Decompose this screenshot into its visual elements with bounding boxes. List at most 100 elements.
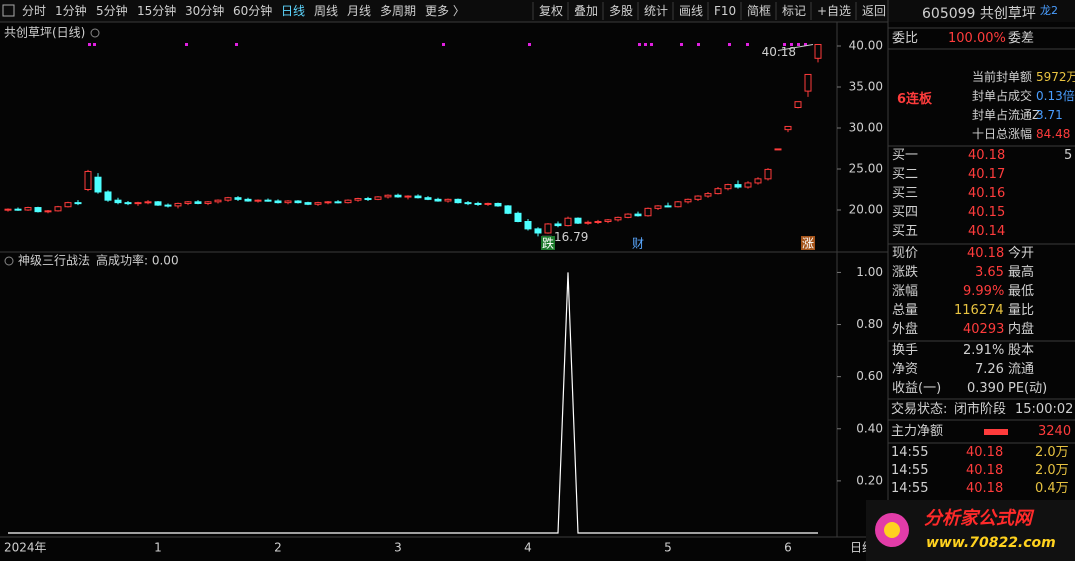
event-dot bbox=[797, 43, 800, 46]
candle-body bbox=[304, 202, 312, 205]
period-tab[interactable]: 月线 bbox=[347, 4, 372, 18]
tool-button[interactable]: 标记 bbox=[782, 4, 807, 18]
tool-button[interactable]: 统计 bbox=[644, 4, 669, 18]
tool-button[interactable]: 叠加 bbox=[574, 4, 599, 18]
value: 0.390 bbox=[967, 381, 1005, 396]
candle-body bbox=[374, 196, 382, 200]
candle-body bbox=[674, 201, 682, 208]
candle-body bbox=[784, 125, 792, 131]
x-tick-label: 3 bbox=[394, 541, 402, 555]
value: 15:00:02 bbox=[1015, 402, 1074, 417]
tool-button[interactable]: 返回 bbox=[862, 4, 887, 18]
value: 9.99% bbox=[963, 284, 1005, 299]
candle-body bbox=[454, 198, 462, 204]
streak: 6连板 bbox=[897, 92, 933, 107]
value: 40.18 bbox=[966, 445, 1004, 460]
value: 7.26 bbox=[975, 362, 1004, 377]
label: 封单占成交 bbox=[972, 89, 1033, 103]
x-tick-label: 4 bbox=[524, 541, 532, 555]
net-bar bbox=[984, 429, 1008, 435]
label: 买三 bbox=[892, 186, 919, 201]
candle-body bbox=[194, 201, 202, 204]
candle-body bbox=[704, 193, 712, 197]
toolbar-bg bbox=[0, 0, 1075, 22]
period-tab[interactable]: 15分钟 bbox=[137, 4, 177, 18]
tool-button[interactable]: 复权 bbox=[539, 4, 564, 18]
event-dot bbox=[790, 43, 793, 46]
candle-body bbox=[24, 207, 32, 211]
chart-title: 共创草坪(日线) bbox=[4, 26, 85, 40]
event-badge bbox=[801, 236, 815, 250]
y-tick-label: 40.00 bbox=[849, 38, 883, 52]
time: 14:55 bbox=[891, 445, 929, 460]
x-tick-label: 2024年 bbox=[4, 541, 47, 555]
menu-icon[interactable] bbox=[2, 4, 15, 17]
value: 闭市阶段 bbox=[954, 402, 1007, 417]
event-dot bbox=[185, 43, 188, 46]
time: 14:55 bbox=[891, 481, 929, 496]
event-dot bbox=[746, 43, 749, 46]
event-dot bbox=[728, 43, 731, 46]
event-dot bbox=[697, 43, 700, 46]
indicator-legend: 高成功率: 0.00 bbox=[96, 253, 179, 268]
max-label: 40.18 bbox=[762, 45, 796, 59]
value: 3.71 bbox=[1036, 108, 1063, 122]
period-tab[interactable]: 30分钟 bbox=[185, 4, 225, 18]
y-tick-label: 20.00 bbox=[849, 203, 883, 217]
candle-body bbox=[804, 73, 812, 92]
y-tick-label: 0.20 bbox=[856, 473, 883, 487]
x-tick-label: 5 bbox=[664, 541, 672, 555]
candle-body bbox=[344, 199, 352, 204]
tool-button[interactable]: 多股 bbox=[609, 4, 634, 18]
event-label: 跌 bbox=[542, 236, 554, 251]
value: 40.18 bbox=[966, 481, 1004, 496]
period-tab[interactable]: 多周期 bbox=[380, 4, 417, 18]
period-tab[interactable]: 60分钟 bbox=[233, 4, 273, 18]
candle-body bbox=[354, 198, 362, 201]
period-tab[interactable]: 5分钟 bbox=[96, 4, 128, 18]
collapse-icon[interactable] bbox=[4, 256, 14, 266]
collapse-icon[interactable] bbox=[90, 28, 100, 38]
value: 100.00% bbox=[948, 31, 1006, 46]
candle-body bbox=[204, 201, 212, 204]
value: 0.13倍 bbox=[1036, 89, 1075, 103]
period-tab[interactable]: 周线 bbox=[314, 4, 339, 18]
candle-body bbox=[684, 198, 692, 203]
value: 40293 bbox=[963, 322, 1005, 337]
period-tab[interactable]: 分时 bbox=[22, 4, 47, 18]
candle-body bbox=[594, 220, 602, 223]
candle-body bbox=[234, 197, 242, 200]
label: 换手 bbox=[892, 343, 919, 358]
badge: 龙2 bbox=[1040, 4, 1058, 17]
y-tick-label: 25.00 bbox=[849, 162, 883, 176]
tool-button[interactable]: +自选 bbox=[817, 4, 852, 18]
tool-button[interactable]: 画线 bbox=[679, 4, 704, 18]
candle-body bbox=[314, 202, 322, 205]
candle-body bbox=[414, 195, 422, 199]
event-dot bbox=[783, 43, 786, 46]
label: 涨幅 bbox=[892, 284, 919, 299]
period-tab[interactable]: 日线 bbox=[281, 4, 306, 18]
candle-body bbox=[254, 199, 262, 202]
event-dot bbox=[235, 43, 238, 46]
candle-body bbox=[174, 202, 182, 207]
label: 交易状态: bbox=[891, 402, 948, 417]
candle-body bbox=[144, 201, 152, 204]
candle-body bbox=[384, 194, 392, 198]
period-tab[interactable]: 1分钟 bbox=[55, 4, 87, 18]
period-tab[interactable]: 更多 〉 bbox=[425, 4, 465, 18]
event-label: 涨 bbox=[802, 236, 814, 251]
candle-body bbox=[654, 205, 662, 209]
value: 5972万 bbox=[1036, 70, 1075, 84]
candle-body bbox=[44, 210, 52, 213]
candle-body bbox=[764, 168, 772, 180]
label: 最低 bbox=[1008, 284, 1035, 299]
tool-button[interactable]: F10 bbox=[714, 4, 737, 18]
label: 买一 bbox=[892, 148, 919, 163]
candle-body bbox=[714, 188, 722, 195]
y-tick-label: 30.00 bbox=[849, 120, 883, 134]
candle-body bbox=[104, 191, 112, 201]
tool-button[interactable]: 简框 bbox=[747, 4, 772, 18]
candle-body bbox=[224, 197, 232, 201]
stock-name: 605099 共创草坪 bbox=[922, 6, 1036, 22]
